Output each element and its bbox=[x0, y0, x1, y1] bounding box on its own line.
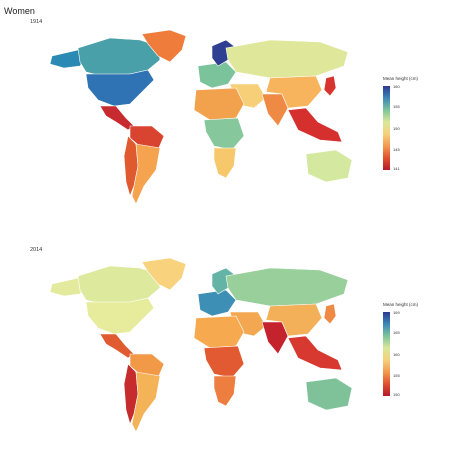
region-russia bbox=[225, 267, 349, 307]
region-australia bbox=[305, 377, 353, 411]
legend-title: Mean height (cm) bbox=[383, 302, 419, 307]
legend-color-bar bbox=[383, 312, 390, 396]
panel-label-1914: 1914 bbox=[30, 19, 43, 25]
region-south-america-south bbox=[131, 371, 161, 433]
legend-tick: 145 bbox=[393, 147, 400, 152]
world-map-2014 bbox=[49, 257, 353, 433]
region-africa-north bbox=[193, 315, 245, 349]
region-russia bbox=[225, 39, 349, 79]
region-australia bbox=[305, 149, 353, 183]
region-south-asia bbox=[261, 321, 289, 355]
region-africa-south bbox=[213, 375, 237, 407]
region-south-america-south bbox=[131, 143, 161, 205]
region-southeast-asia bbox=[287, 335, 343, 371]
legend-color-bar bbox=[383, 86, 390, 170]
panel-label-2014: 2014 bbox=[30, 247, 43, 253]
region-japan bbox=[323, 75, 337, 97]
legend-1914: Mean height (cm) 160 155 150 145 141 bbox=[383, 76, 419, 171]
legend-tick: 155 bbox=[393, 373, 400, 378]
legend-tick: 165 bbox=[393, 330, 400, 335]
legend-tick: 160 bbox=[393, 84, 400, 89]
region-africa-central bbox=[203, 345, 245, 379]
legend-tick: 150 bbox=[393, 126, 400, 131]
region-north-america bbox=[85, 69, 155, 107]
region-africa-north bbox=[193, 87, 245, 121]
legend-tick: 169 bbox=[393, 310, 400, 315]
legend-tick: 155 bbox=[393, 104, 400, 109]
region-south-asia bbox=[261, 93, 289, 127]
region-europe-west bbox=[197, 289, 237, 317]
region-china bbox=[265, 75, 323, 109]
region-greenland bbox=[141, 29, 187, 63]
legend-tick: 160 bbox=[393, 352, 400, 357]
region-central-america bbox=[99, 333, 135, 359]
region-china bbox=[265, 303, 323, 337]
legend-tick: 150 bbox=[393, 392, 400, 397]
legend-2014: Mean height (cm) 169 165 160 155 150 bbox=[383, 302, 419, 397]
region-southeast-asia bbox=[287, 107, 343, 143]
legend-title: Mean height (cm) bbox=[383, 76, 419, 81]
world-map-1914 bbox=[49, 29, 353, 205]
region-africa-south bbox=[213, 147, 237, 179]
region-greenland bbox=[141, 257, 187, 291]
region-north-america bbox=[85, 297, 155, 335]
region-central-america bbox=[99, 105, 135, 131]
legend-tick: 141 bbox=[393, 166, 400, 171]
region-japan bbox=[323, 303, 337, 325]
figure-title: Women bbox=[4, 6, 35, 16]
region-africa-central bbox=[203, 117, 245, 151]
region-europe-west bbox=[197, 61, 237, 89]
